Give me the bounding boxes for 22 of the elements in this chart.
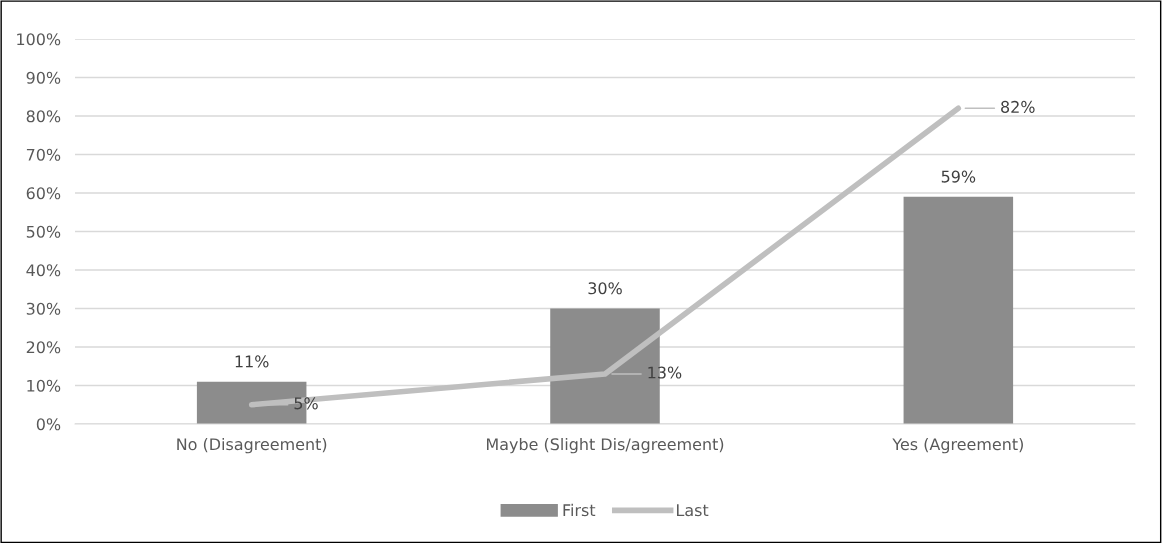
y-tick-label: 50% [26,225,61,238]
y-tick-label: 100% [17,33,61,46]
y-tick-label: 70% [26,148,61,161]
y-tick-label: 80% [26,110,61,123]
y-tick-label: 60% [26,187,61,200]
data-label: 5% [294,397,318,410]
bar [903,196,1014,424]
y-tick-label: 20% [26,341,61,354]
y-tick-label: 90% [26,71,61,84]
data-label: 82% [1001,100,1035,113]
y-tick-label: 10% [27,379,61,392]
legend-label: First [563,503,596,517]
legend-label: Last [677,504,709,517]
data-label: 11% [235,355,269,368]
data-label: 59% [941,170,976,183]
y-tick-label: 40% [26,264,61,277]
x-tick-label: No (Disagreement) [177,437,327,454]
y-tick-label: 0% [36,418,61,431]
y-tick-label: 30% [26,302,61,315]
x-tick-label: Yes (Agreement) [892,437,1023,454]
data-label: 30% [588,282,622,295]
x-tick-label: Maybe (Slight Dis/agreement) [487,437,724,454]
